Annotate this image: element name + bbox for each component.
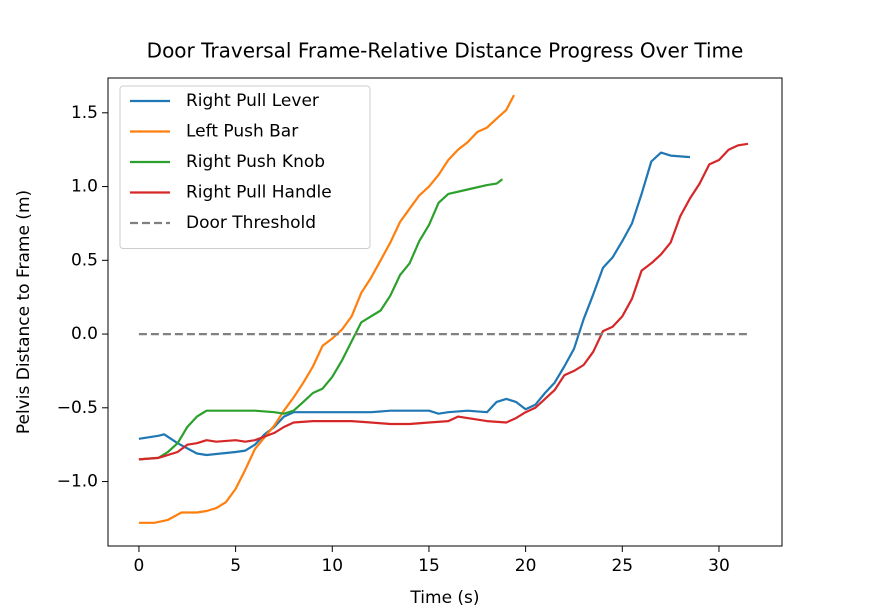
x-tick-label: 20 xyxy=(515,556,537,576)
legend-label: Door Threshold xyxy=(186,213,316,233)
y-tick-label: 1.5 xyxy=(71,103,98,123)
legend-label: Right Pull Lever xyxy=(186,91,319,111)
x-tick-label: 30 xyxy=(708,556,730,576)
legend-label: Right Push Knob xyxy=(186,152,325,172)
x-axis-label: Time (s) xyxy=(409,588,479,608)
series-line xyxy=(138,178,504,461)
y-tick-label: 0.0 xyxy=(71,324,98,344)
x-tick-label: 0 xyxy=(134,556,145,576)
legend-label: Right Pull Handle xyxy=(186,183,332,203)
x-tick-label: 25 xyxy=(611,556,633,576)
x-tick-label: 10 xyxy=(321,556,343,576)
y-axis-label: Pelvis Distance to Frame (m) xyxy=(14,190,34,434)
chart-title: Door Traversal Frame-Relative Distance P… xyxy=(147,39,744,63)
legend-box xyxy=(119,85,371,249)
y-tick-label: 0.5 xyxy=(71,250,98,270)
x-tick-label: 5 xyxy=(230,556,241,576)
y-tick-label: 1.0 xyxy=(71,177,98,197)
legend-label: Left Push Bar xyxy=(186,122,298,142)
series-line xyxy=(138,142,749,461)
x-tick-label: 15 xyxy=(418,556,440,576)
series-line xyxy=(138,151,691,457)
y-tick-label: −1.0 xyxy=(57,472,98,492)
plot-frame xyxy=(107,77,783,547)
y-tick-label: −0.5 xyxy=(57,398,98,418)
